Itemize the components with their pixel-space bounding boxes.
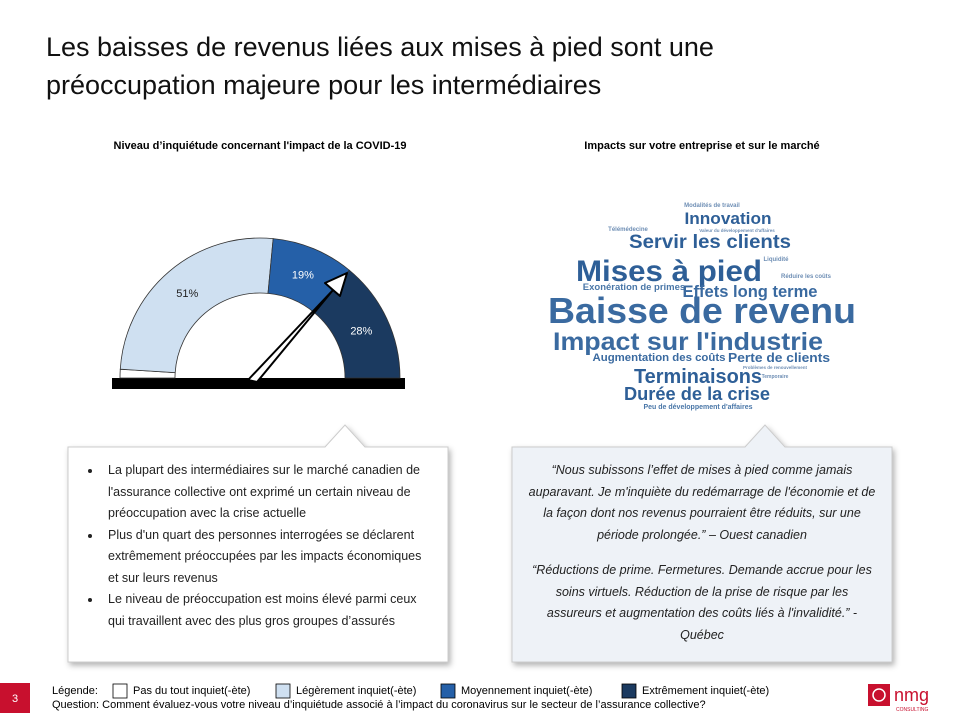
cloud-word: Exonération de primes (583, 282, 685, 293)
bullet-list: La plupart des intermédiaires sur le mar… (84, 460, 434, 632)
cloud-word: Terminaisons (634, 366, 762, 388)
quote-box: “Nous subissons l’effet de mises à pied … (528, 460, 876, 660)
cloud-word: Perte de clients (728, 350, 830, 365)
callout-box (511, 424, 893, 663)
quote: “Réductions de prime. Fermetures. Demand… (532, 563, 872, 642)
legend-swatch (112, 683, 128, 699)
cloud-word: Innovation (685, 209, 772, 228)
gauge-needle (247, 272, 348, 383)
cloud-word: Baisse de revenu (548, 290, 856, 331)
cloud-word: Durée de la crise (624, 384, 770, 404)
legend-label: Moyennement inquiet(-ète) (461, 685, 592, 697)
bullet: Le niveau de préoccupation est moins éle… (102, 589, 434, 632)
cloud-word: Télémédecine (608, 227, 648, 233)
gauge-segment (313, 269, 401, 379)
cloud-word: Impact sur l'industrie (553, 328, 823, 356)
slide-title: Les baisses de revenus liées aux mises à… (46, 32, 714, 100)
bullet-box: La plupart des intermédiaires sur le mar… (84, 460, 434, 632)
logo-name: nmg (894, 685, 929, 705)
page-number: 3 (12, 693, 18, 705)
gauge-base (112, 378, 405, 389)
bullet: La plupart des intermédiaires sur le mar… (102, 460, 434, 525)
word-cloud-title: Impacts sur votre entreprise et sur le m… (584, 140, 819, 152)
gauge-segment (119, 237, 274, 374)
cloud-word: Mises à pied (576, 255, 762, 288)
cloud-word: Liquidité (764, 257, 790, 263)
cloud-word: Problèmes de renouvellement (743, 365, 808, 370)
cloud-word: Valeur du développement d'affaires (699, 228, 775, 233)
legend-title: Légende: (52, 685, 98, 697)
legend-swatch (275, 683, 291, 699)
quote: “Nous subissons l’effet de mises à pied … (528, 463, 876, 542)
legend-label: Légèrement inquiet(-ète) (296, 685, 416, 697)
question: Question: Comment évaluez-vous votre niv… (52, 699, 706, 711)
cloud-word: Augmentation des coûts (593, 352, 726, 364)
cloud-word: Modalités de travail (684, 203, 740, 209)
cloud-word: Servir les clients (629, 232, 791, 253)
cloud-word: Effets long terme (683, 282, 818, 301)
cloud-word: Temporaire (762, 374, 789, 380)
cloud-word: Peu de développement d'affaires (643, 404, 752, 411)
legend-label: Pas du tout inquiet(-ète) (133, 685, 250, 697)
cloud-word: Réduire les coûts (781, 274, 832, 280)
logo-icon (868, 684, 890, 706)
data-label: 51% (176, 288, 198, 300)
chart-title: Niveau d’inquiétude concernant l'impact … (114, 140, 407, 152)
bullet: Plus d'un quart des personnes interrogée… (102, 525, 434, 590)
data-label: 28% (350, 325, 372, 337)
logo-mark (872, 688, 886, 702)
page-number-bg (0, 683, 30, 713)
data-label: 19% (292, 270, 314, 282)
legend-swatch (440, 683, 456, 699)
logo-tagline: CONSULTING (896, 707, 929, 713)
callout-box (67, 424, 449, 663)
legend-label: Extrêmement inquiet(-ète) (642, 685, 769, 697)
legend-swatch (621, 683, 637, 699)
